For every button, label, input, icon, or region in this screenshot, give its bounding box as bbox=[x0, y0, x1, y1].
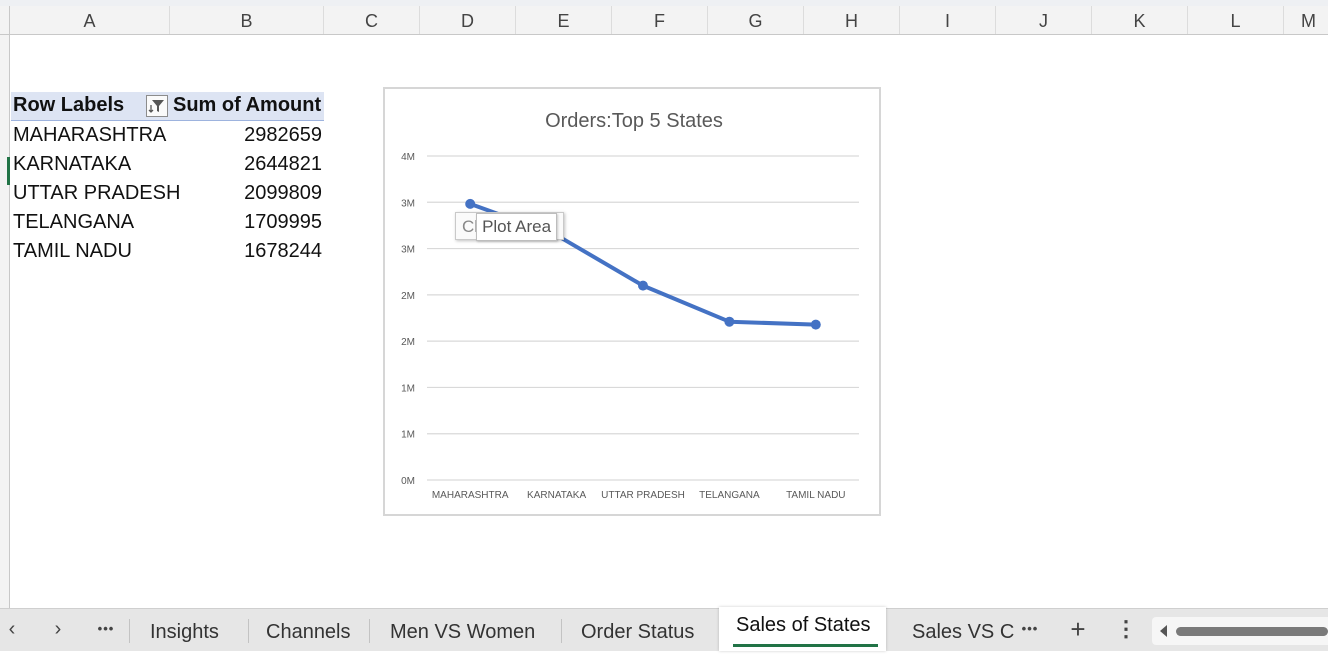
sheet-tab-bar: ‹ › ••• Insights Channels Men VS Women O… bbox=[0, 607, 1328, 651]
y-tick-label: 3M bbox=[401, 245, 415, 256]
pivot-row-label: UTTAR PRADESH bbox=[13, 182, 181, 204]
column-header-b[interactable]: B bbox=[170, 6, 324, 34]
data-point[interactable] bbox=[724, 316, 735, 327]
x-tick-label: MAHARASHTRA bbox=[432, 490, 509, 501]
x-tick-label: TAMIL NADU bbox=[786, 490, 845, 501]
pivot-row-value: 1709995 bbox=[244, 211, 322, 233]
column-header-j[interactable]: J bbox=[996, 6, 1092, 34]
column-header-e[interactable]: E bbox=[516, 6, 612, 34]
column-header-h[interactable]: H bbox=[804, 6, 900, 34]
column-header-d[interactable]: D bbox=[420, 6, 516, 34]
chart-plot-svg[interactable]: Orders:Top 5 States 0M 1M 1M 2M 2M 3M 3M 4M MAHA… bbox=[385, 89, 879, 514]
row-labels-header[interactable]: Row Labels bbox=[13, 94, 125, 116]
pivot-row[interactable]: UTTAR PRADESH 2099809 bbox=[11, 179, 324, 208]
tab-divider bbox=[369, 619, 370, 643]
selected-row-indicator bbox=[7, 157, 10, 185]
row-header-gutter[interactable] bbox=[0, 35, 10, 608]
column-header-f[interactable]: F bbox=[612, 6, 708, 34]
scroll-left-arrow-icon[interactable] bbox=[1156, 617, 1170, 645]
column-header-g[interactable]: G bbox=[708, 6, 804, 34]
sheet-options-icon[interactable]: ⋮ bbox=[1115, 616, 1137, 641]
pivot-row-label: MAHARASHTRA bbox=[13, 124, 167, 146]
x-tick-label: KARNATAKA bbox=[527, 490, 586, 501]
tab-order-status[interactable]: Order Status bbox=[581, 621, 695, 643]
column-header-l[interactable]: L bbox=[1188, 6, 1284, 34]
plot-area-tooltip: Cl Plot Area bbox=[455, 212, 565, 241]
data-point[interactable] bbox=[810, 319, 821, 330]
tab-divider bbox=[561, 619, 562, 643]
y-tick-label: 4M bbox=[401, 152, 415, 163]
y-tick-label: 0M bbox=[401, 476, 415, 487]
y-tick-label: 1M bbox=[401, 430, 415, 441]
next-sheet-icon[interactable]: › bbox=[54, 618, 62, 640]
pivot-row-value: 1678244 bbox=[244, 240, 322, 262]
column-header-m[interactable]: M bbox=[1284, 6, 1328, 34]
pivot-row-label: TAMIL NADU bbox=[13, 240, 132, 262]
data-point[interactable] bbox=[465, 198, 476, 209]
pivot-row-label: TELANGANA bbox=[13, 211, 135, 233]
sum-of-amount-header[interactable]: Sum of Amount bbox=[173, 94, 322, 116]
tooltip-ghost-text: Cl bbox=[462, 217, 479, 236]
x-tick-label: TELANGANA bbox=[699, 490, 760, 501]
pivot-row-label: KARNATAKA bbox=[13, 153, 132, 175]
horizontal-scrollbar[interactable] bbox=[1152, 617, 1328, 645]
more-sheets-left-icon[interactable]: ••• bbox=[97, 621, 115, 636]
pivot-row-value: 2644821 bbox=[244, 153, 322, 175]
column-header-i[interactable]: I bbox=[900, 6, 996, 34]
pivot-row-value: 2982659 bbox=[244, 124, 322, 146]
column-header-c[interactable]: C bbox=[324, 6, 420, 34]
tab-men-vs-women[interactable]: Men VS Women bbox=[390, 621, 536, 643]
window-top-strip bbox=[0, 0, 1328, 6]
tab-channels[interactable]: Channels bbox=[266, 621, 351, 643]
active-tab-label: Sales of States bbox=[736, 614, 871, 636]
tab-sales-of-states[interactable]: Sales of States bbox=[719, 607, 886, 651]
tab-divider bbox=[129, 619, 130, 643]
column-header-a[interactable]: A bbox=[10, 6, 170, 34]
tooltip-text: Plot Area bbox=[476, 213, 558, 241]
filter-dropdown-icon[interactable] bbox=[146, 95, 168, 117]
pivot-row[interactable]: KARNATAKA 2644821 bbox=[11, 150, 324, 179]
tab-insights[interactable]: Insights bbox=[150, 621, 219, 643]
select-all-corner[interactable] bbox=[0, 6, 10, 34]
x-tick-label: UTTAR PRADESH bbox=[601, 490, 685, 501]
y-tick-label: 3M bbox=[401, 198, 415, 209]
data-point[interactable] bbox=[638, 280, 648, 291]
add-sheet-icon[interactable]: + bbox=[1070, 614, 1086, 644]
chart-title[interactable]: Orders:Top 5 States bbox=[545, 110, 723, 132]
pivot-row[interactable]: TAMIL NADU 1678244 bbox=[11, 237, 324, 266]
tab-divider bbox=[248, 619, 249, 643]
pivot-row[interactable]: TELANGANA 1709995 bbox=[11, 208, 324, 237]
y-tick-label: 2M bbox=[401, 291, 415, 302]
pivot-row-value: 2099809 bbox=[244, 182, 322, 204]
pivot-header-row: Row Labels Sum of Amount bbox=[11, 92, 324, 121]
prev-sheet-icon[interactable]: ‹ bbox=[8, 618, 16, 640]
column-header-k[interactable]: K bbox=[1092, 6, 1188, 34]
pivot-row[interactable]: MAHARASHTRA 2982659 bbox=[11, 121, 324, 150]
more-sheets-right-icon[interactable]: ••• bbox=[1021, 621, 1039, 636]
tab-sales-vs-c[interactable]: Sales VS C bbox=[912, 621, 1015, 643]
y-tick-label: 2M bbox=[401, 337, 415, 348]
active-tab-underline bbox=[733, 644, 878, 647]
scrollbar-thumb[interactable] bbox=[1176, 627, 1328, 636]
y-tick-label: 1M bbox=[401, 383, 415, 394]
line-chart[interactable]: Orders:Top 5 States 0M 1M 1M 2M 2M 3M 3M 4M MAHA… bbox=[383, 87, 881, 516]
